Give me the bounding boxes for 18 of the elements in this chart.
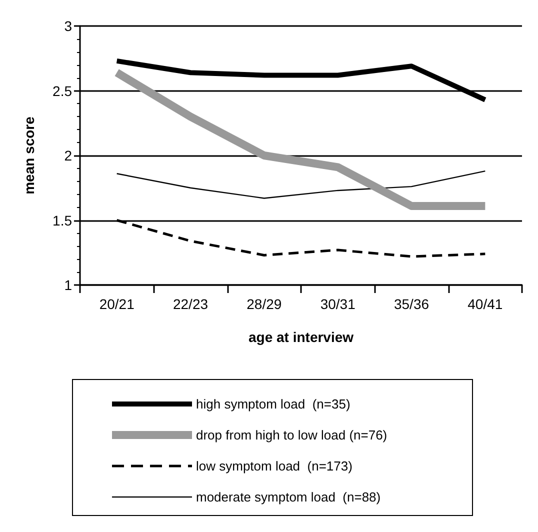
x-tick-label: 30/31 [320,296,356,312]
line-series [116,170,486,199]
y-tick-label: 1 [64,277,72,293]
x-tick-label: 40/41 [468,296,503,312]
y-tick-label: 3 [64,18,72,34]
y-tick-label: 1.5 [52,212,72,228]
y-tick-label: 2.5 [52,82,72,99]
x-tick-label: 22/23 [172,296,208,312]
y-axis-title: mean score [21,116,37,194]
legend-label: moderate symptom load (n=88) [196,490,381,504]
x-tick-label: 35/36 [394,296,430,312]
x-axis-title: age at interview [248,329,354,345]
legend-label: high symptom load (n=35) [196,396,350,412]
x-tick-label: 20/21 [99,296,135,312]
legend-label: low symptom load (n=173) [196,458,352,474]
legend-label: drop from high to low load (n=76) [196,428,388,442]
x-tick-label: 28/29 [246,296,282,312]
y-tick-label: 2 [64,148,72,164]
